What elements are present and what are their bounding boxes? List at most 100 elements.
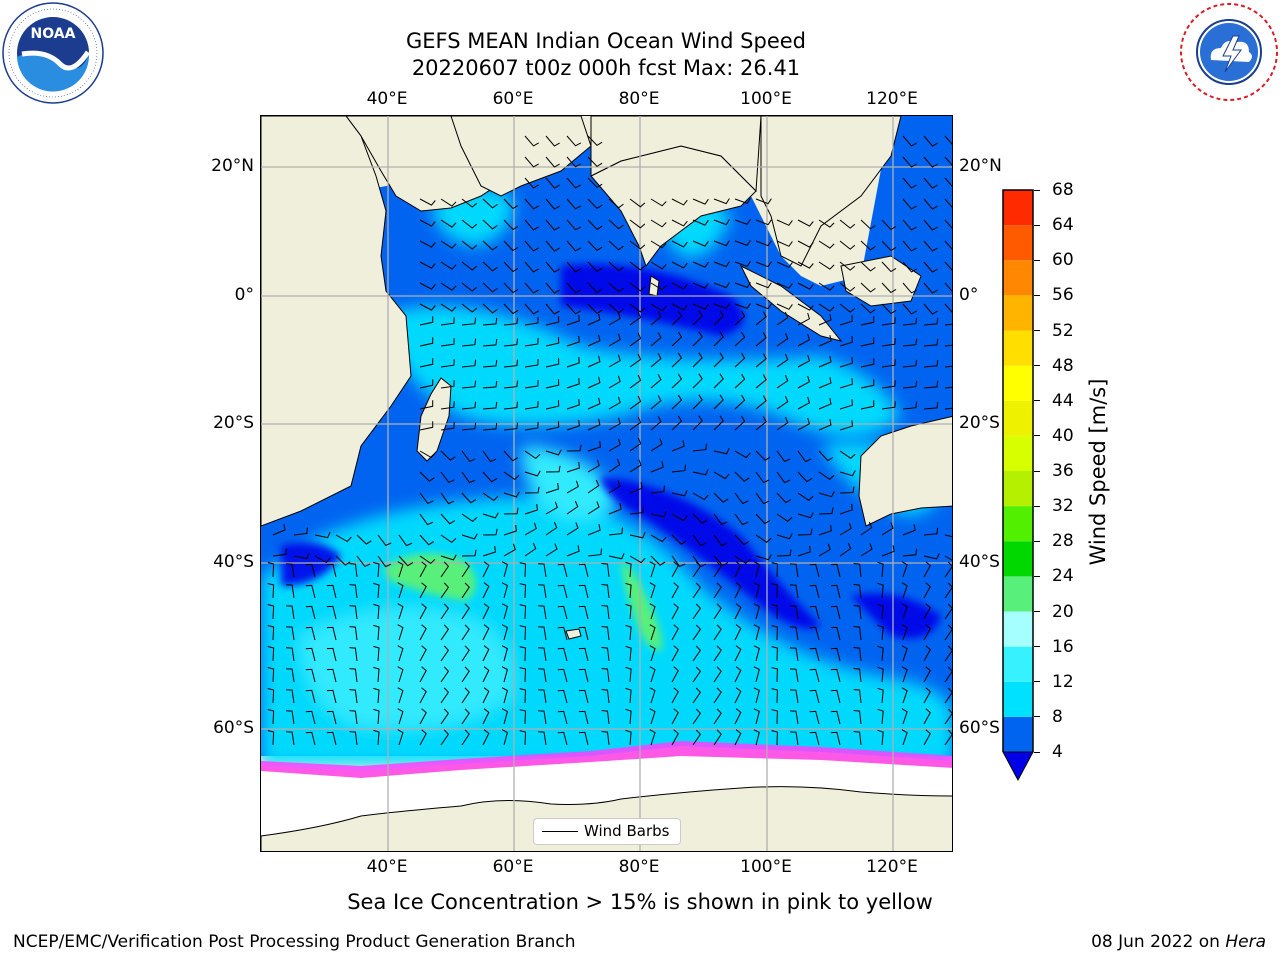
wind-barb (753, 561, 760, 578)
wind-barb (440, 198, 457, 207)
wind-barb (734, 373, 746, 389)
wind-barb (267, 562, 275, 578)
wind-barb (818, 240, 835, 249)
wind-barb (901, 603, 908, 620)
wind-barb (902, 524, 916, 536)
wind-barb (713, 240, 730, 247)
wind-barb (461, 317, 477, 326)
wind-barb (578, 731, 589, 746)
wind-barb (286, 689, 295, 704)
arabia-coast (450, 116, 592, 197)
wind-barb (830, 626, 841, 641)
wind-barb (503, 543, 516, 557)
wind-barb (566, 480, 579, 494)
wind-barb (326, 605, 337, 620)
wind-barb (286, 668, 295, 683)
wind-barb (461, 513, 478, 523)
wind-barb (797, 512, 814, 519)
wind-barb (692, 310, 703, 326)
wind-barb (608, 303, 624, 314)
wind-barb (789, 668, 799, 683)
wind-barb (587, 334, 601, 347)
wind-barb (440, 261, 457, 270)
wind-barb (373, 645, 380, 662)
wind-barb (326, 689, 337, 704)
wind-barb (503, 282, 519, 294)
wind-barb (519, 625, 527, 641)
wind-barb (944, 198, 952, 208)
wind-barb (397, 729, 404, 746)
wind-barb (419, 645, 427, 662)
wind-barb (650, 311, 662, 326)
footer-machine: Hera (1225, 932, 1266, 952)
wind-barb (713, 645, 722, 662)
wind-barb (557, 563, 568, 578)
wind-barb (482, 380, 498, 389)
wind-barb (734, 240, 751, 247)
wind-barb (419, 316, 434, 326)
wind-barb (440, 240, 457, 249)
colorbar-segment (1003, 541, 1033, 577)
wind-barb (692, 582, 702, 599)
wind-barb (519, 562, 527, 578)
wind-barb (734, 310, 746, 326)
wind-barb (482, 198, 498, 209)
wind-barb (286, 710, 295, 725)
wind-barb (671, 240, 688, 248)
colorbar-tick-label: 8 (1052, 706, 1063, 727)
wind-barb (901, 561, 908, 578)
wind-barb (608, 282, 624, 293)
wind-barb (776, 513, 793, 522)
y-tick-left: 60°S (213, 718, 254, 738)
wind-barb (755, 282, 772, 289)
wind-barb (461, 261, 478, 271)
wind-barb (818, 507, 834, 515)
wind-barb (601, 605, 610, 620)
wind-barb (797, 492, 814, 501)
colorbar-segment (1003, 471, 1033, 507)
wind-barb (629, 395, 642, 410)
wind-barb (440, 303, 457, 312)
wind-barb (524, 358, 539, 368)
wind-barb (771, 730, 778, 746)
wind-barb (923, 401, 939, 410)
wind-barb (587, 548, 602, 557)
wind-barb (587, 459, 600, 473)
wind-barb (818, 335, 832, 347)
wind-barb (713, 534, 728, 547)
wind-barb (440, 582, 450, 599)
wind-barb (713, 373, 724, 389)
wind-barb (902, 135, 917, 147)
wind-barb (608, 240, 624, 251)
footer-date: 08 Jun 2022 on Hera (1091, 932, 1266, 952)
wind-barb (440, 729, 450, 746)
wind-barb (902, 240, 917, 252)
wind-barb (830, 731, 841, 746)
wind-barb (419, 708, 427, 725)
wind-barb (671, 331, 683, 347)
wind-barb (524, 503, 538, 515)
wind-barb (608, 503, 622, 515)
wind-barb (461, 687, 470, 704)
wind-barb (419, 240, 436, 248)
wind-barb (482, 545, 496, 557)
wind-barb (797, 282, 814, 290)
colorbar-tick-label: 44 (1052, 390, 1074, 411)
wind-barb (545, 543, 558, 557)
wind-barb (503, 219, 519, 231)
wind-barb (629, 303, 646, 313)
footer-on: on (1198, 932, 1220, 952)
wind-barb (566, 282, 582, 294)
wind-barb (860, 240, 876, 251)
wind-barb (440, 338, 455, 347)
wind-barb (860, 337, 875, 347)
wind-barb (944, 582, 952, 599)
wind-barb (671, 645, 679, 662)
wind-barb (649, 603, 656, 620)
x-tick-bottom: 100°E (740, 857, 792, 877)
wind-barb (671, 555, 686, 568)
wind-barb (524, 198, 539, 210)
wind-barb (608, 261, 624, 272)
wind-barb (267, 709, 275, 725)
wind-barb (944, 645, 952, 662)
